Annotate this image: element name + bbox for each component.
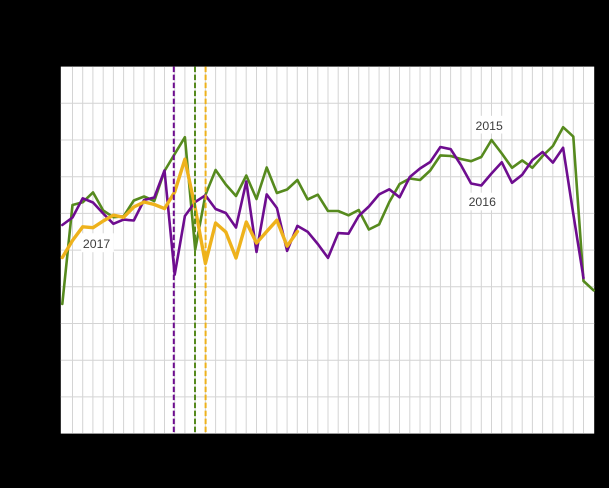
svg-text:2017: 2017 <box>83 237 111 251</box>
svg-text:2016: 2016 <box>469 195 497 209</box>
svg-text:2015: 2015 <box>476 119 504 133</box>
